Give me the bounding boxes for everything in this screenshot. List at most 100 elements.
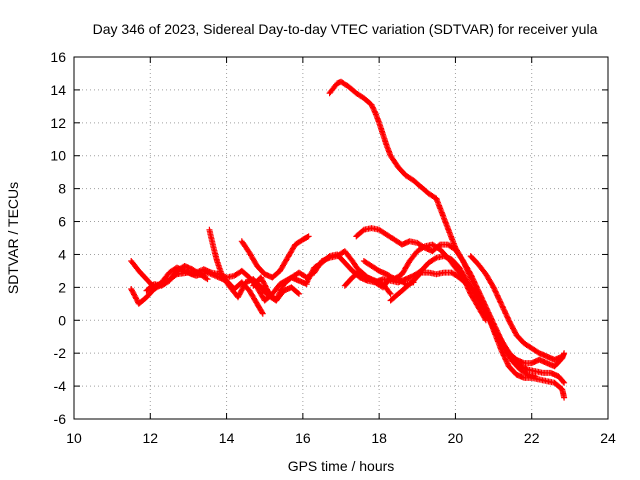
data-point [279, 283, 281, 285]
y-tick-label: 16 [50, 49, 66, 65]
data-point [348, 86, 350, 88]
y-tick-label: 4 [58, 246, 66, 262]
data-point [416, 250, 418, 252]
data-point [462, 260, 464, 262]
data-point [535, 375, 537, 377]
data-point [222, 276, 224, 278]
data-point [435, 257, 437, 259]
data-point [542, 372, 544, 374]
series-arc-11 [387, 269, 539, 380]
data-point [538, 352, 540, 354]
data-point [439, 244, 441, 246]
data-series [128, 78, 568, 401]
x-tick-label: 16 [295, 430, 311, 446]
data-point [493, 323, 495, 325]
data-point [344, 250, 346, 252]
data-point [191, 268, 193, 270]
data-point [275, 300, 277, 302]
data-point [363, 260, 365, 262]
data-point [416, 242, 418, 244]
data-point [130, 288, 132, 290]
data-point [351, 270, 353, 272]
data-point [264, 300, 266, 302]
data-point [546, 362, 548, 364]
data-point [447, 244, 449, 246]
data-point [176, 270, 178, 272]
data-point [237, 296, 239, 298]
data-point [405, 283, 407, 285]
data-point [161, 281, 163, 283]
data-point [523, 377, 525, 379]
data-point [563, 352, 565, 354]
data-point [191, 273, 193, 275]
data-point [485, 273, 487, 275]
data-point [397, 166, 399, 168]
series-arc-3 [143, 263, 211, 294]
data-point [393, 239, 395, 241]
data-point [500, 349, 502, 351]
data-point [466, 283, 468, 285]
data-point [329, 92, 331, 94]
data-point [424, 245, 426, 247]
data-point [397, 281, 399, 283]
plot-frame [73, 56, 609, 420]
data-point [390, 280, 392, 282]
data-point [561, 388, 563, 390]
data-point [531, 347, 533, 349]
data-point [515, 334, 517, 336]
series-arc-13 [467, 253, 566, 363]
data-point [264, 273, 266, 275]
data-point [359, 270, 361, 272]
data-point [538, 379, 540, 381]
data-point [212, 245, 214, 247]
data-point [523, 362, 525, 364]
data-point [321, 262, 323, 264]
data-point [294, 244, 296, 246]
data-point [500, 339, 502, 341]
x-axis-label: GPS time / hours [288, 458, 395, 474]
data-point [409, 260, 411, 262]
data-point [248, 252, 250, 254]
x-tick-label: 18 [371, 430, 387, 446]
data-point [290, 286, 292, 288]
data-point [184, 270, 186, 272]
data-point [515, 374, 517, 376]
data-point [546, 380, 548, 382]
data-point [519, 369, 521, 371]
data-point [454, 267, 456, 269]
data-point [538, 359, 540, 361]
data-point [443, 272, 445, 274]
data-point [367, 280, 369, 282]
x-tick-label: 22 [524, 430, 540, 446]
data-point [153, 283, 155, 285]
data-point [329, 255, 331, 257]
data-point [470, 293, 472, 295]
data-point [344, 285, 346, 287]
data-point [523, 342, 525, 344]
data-point [298, 293, 300, 295]
data-point [199, 273, 201, 275]
y-tick-label: -2 [54, 345, 67, 361]
data-point [216, 260, 218, 262]
data-point [493, 286, 495, 288]
data-point [371, 265, 373, 267]
data-point [447, 257, 449, 259]
data-point [363, 97, 365, 99]
data-point [454, 247, 456, 249]
data-point [563, 397, 565, 399]
data-point [210, 272, 212, 274]
data-point [378, 270, 380, 272]
data-point [256, 286, 258, 288]
y-tick-label: 12 [50, 115, 66, 131]
data-point [386, 145, 388, 147]
grid-lines [74, 57, 608, 419]
y-tick-label: 6 [58, 214, 66, 230]
data-point [367, 276, 369, 278]
data-point [260, 286, 262, 288]
data-point [306, 281, 308, 283]
data-point [290, 276, 292, 278]
data-point [176, 267, 178, 269]
data-point [470, 255, 472, 257]
data-point [405, 286, 407, 288]
